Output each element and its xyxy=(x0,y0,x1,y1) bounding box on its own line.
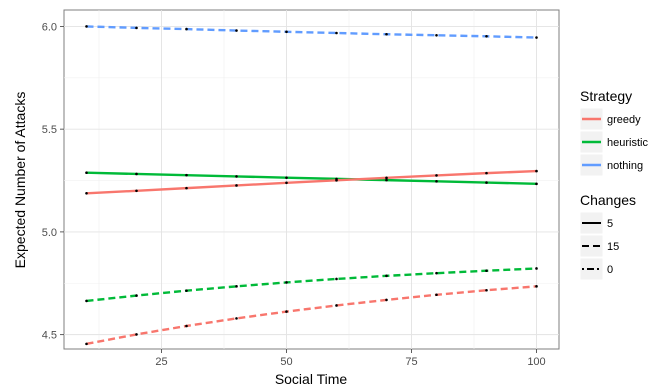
y-axis-title: Expected Number of Attacks xyxy=(12,92,28,269)
data-point xyxy=(235,184,238,187)
data-point xyxy=(335,277,338,281)
legend-label-greedy: greedy xyxy=(607,114,641,126)
legend-label-changes-15: 15 xyxy=(607,241,619,253)
y-tick-label: 5.0 xyxy=(42,227,57,239)
data-point xyxy=(235,29,238,32)
data-point xyxy=(285,310,288,313)
data-point xyxy=(135,294,138,297)
data-point xyxy=(535,169,538,173)
data-point xyxy=(235,175,238,178)
data-point xyxy=(385,274,388,278)
data-point xyxy=(285,281,288,284)
x-tick-label: 50 xyxy=(280,356,292,368)
legend-changes: Changes 5 15 0 xyxy=(579,192,636,281)
data-point xyxy=(135,172,138,176)
data-point xyxy=(85,191,88,195)
data-point xyxy=(385,32,388,36)
data-point xyxy=(85,171,88,175)
data-point xyxy=(335,31,338,35)
series-line-heuristic-5 xyxy=(86,171,537,186)
x-tick-label: 100 xyxy=(527,356,545,368)
x-axis-title: Social Time xyxy=(275,371,348,387)
data-point xyxy=(285,176,288,179)
legend-strategy: Strategy greedy heuristic nothing xyxy=(579,88,648,177)
data-point xyxy=(485,269,488,273)
plot-panel xyxy=(63,9,560,350)
data-point xyxy=(335,304,338,307)
data-point xyxy=(185,186,188,190)
data-point xyxy=(435,174,438,177)
data-point xyxy=(185,289,188,292)
data-point xyxy=(235,317,238,320)
axes: 25 50 75 100 4.5 5.0 5.5 6.0 xyxy=(42,21,546,368)
points-layer xyxy=(85,25,538,346)
data-point xyxy=(85,299,88,303)
data-point xyxy=(185,324,188,328)
data-point xyxy=(485,34,488,38)
data-point xyxy=(435,33,438,37)
legend-label-changes-5: 5 xyxy=(607,218,613,230)
data-point xyxy=(285,30,288,34)
legend-key-changes-15 xyxy=(579,234,604,258)
series-layer xyxy=(86,25,537,346)
data-point xyxy=(435,293,438,297)
data-point xyxy=(235,285,238,288)
series-line-nothing-5 xyxy=(86,25,537,39)
legend-strategy-title: Strategy xyxy=(580,88,632,104)
data-point xyxy=(135,189,138,193)
data-point xyxy=(535,36,538,39)
data-point xyxy=(485,288,488,292)
data-point xyxy=(135,26,138,30)
data-point xyxy=(285,181,288,185)
data-point xyxy=(485,181,488,184)
y-tick-label: 5.5 xyxy=(42,124,57,136)
y-tick-label: 4.5 xyxy=(42,330,57,342)
data-point xyxy=(435,271,438,275)
data-point xyxy=(535,182,538,186)
data-point xyxy=(185,173,188,177)
series-line-greedy-5 xyxy=(86,169,537,195)
data-point xyxy=(485,171,488,175)
data-point xyxy=(435,180,438,183)
data-point xyxy=(135,333,138,336)
x-tick-label: 25 xyxy=(155,356,167,368)
y-tick-label: 6.0 xyxy=(42,21,57,33)
legend-changes-title: Changes xyxy=(580,192,636,208)
legend-label-heuristic: heuristic xyxy=(607,137,648,149)
x-tick-label: 75 xyxy=(405,356,417,368)
data-point xyxy=(535,285,538,288)
data-point xyxy=(335,179,338,182)
data-point xyxy=(85,25,88,28)
data-point xyxy=(185,27,188,31)
series-line-heuristic-15 xyxy=(86,267,537,303)
data-point xyxy=(535,267,538,270)
data-point xyxy=(385,176,388,180)
data-point xyxy=(385,298,388,302)
series-line-greedy-15 xyxy=(86,285,537,346)
legend-label-nothing: nothing xyxy=(607,160,643,172)
data-point xyxy=(385,178,388,182)
legend-label-changes-0: 0 xyxy=(607,264,613,276)
data-point xyxy=(85,342,88,346)
